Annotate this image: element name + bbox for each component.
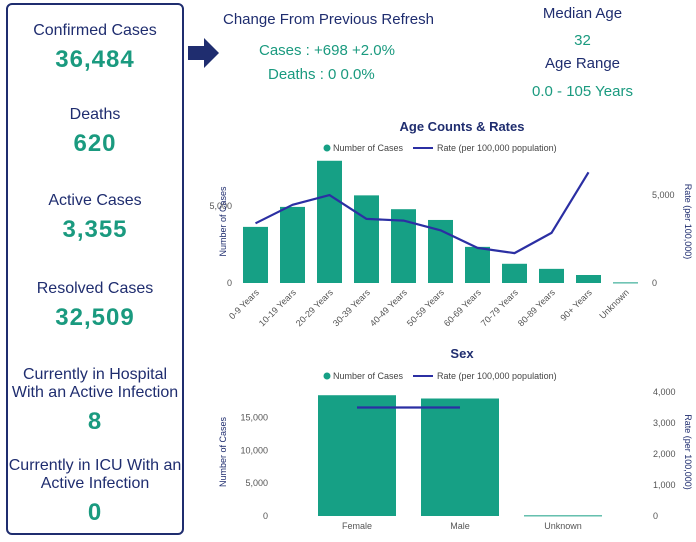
y-axis-title: Number of Cases <box>218 416 228 487</box>
x-tick-label: 0-9 Years <box>227 287 261 321</box>
bar <box>502 263 527 283</box>
change-title: Change From Previous Refresh <box>223 11 434 28</box>
y-tick-label: 5,000 <box>245 478 268 488</box>
stat-label: Confirmed Cases <box>33 22 157 39</box>
right-arrow-icon <box>188 38 219 68</box>
stat-value: 36,484 <box>55 46 135 73</box>
y-axis-title: Number of Cases <box>218 186 228 257</box>
legend-bar-marker <box>323 144 331 152</box>
change-deaths: Deaths : 0 0.0% <box>268 66 375 83</box>
x-tick-label: 40-49 Years <box>368 287 409 328</box>
bar <box>539 268 564 283</box>
y-tick-label: 5,000 <box>209 201 232 211</box>
y2-tick-label: 5,000 <box>652 190 675 200</box>
age-range-label: Age Range <box>544 55 621 72</box>
stat-active: Active Cases 3,355 <box>8 192 182 244</box>
y2-tick-label: 0 <box>652 278 657 288</box>
chart-title: Age Counts & Rates <box>400 119 525 134</box>
median-age-label: Median Age <box>542 5 623 22</box>
stat-hospital: Currently in Hospital With an Active Inf… <box>8 366 182 436</box>
y-tick-label: 10,000 <box>240 445 268 455</box>
x-tick-label: 30-39 Years <box>331 287 372 328</box>
x-tick-label: 60-69 Years <box>442 287 483 328</box>
y-tick-label: 15,000 <box>240 413 268 423</box>
legend-bar-label: Number of Cases <box>333 371 404 381</box>
bar <box>243 226 268 283</box>
rate-line <box>255 171 590 255</box>
y2-axis-title: Rate (per 100,000) <box>683 414 693 490</box>
stat-value: 0 <box>87 499 103 526</box>
stat-label: Currently in Hospital With an Active Inf… <box>11 366 179 401</box>
stat-value: 3,355 <box>62 216 128 243</box>
stat-label: Resolved Cases <box>36 280 154 297</box>
bar <box>524 515 602 517</box>
bar <box>421 398 499 516</box>
bar <box>465 246 490 283</box>
x-tick-label: Female <box>342 521 372 531</box>
x-tick-label: 20-29 Years <box>294 287 335 328</box>
stat-value: 620 <box>73 130 117 157</box>
y2-tick-label: 4,000 <box>653 387 676 397</box>
median-age-value: 32 <box>574 32 591 49</box>
summary-panel: Confirmed Cases 36,484 Deaths 620 Active… <box>6 3 184 535</box>
bar <box>317 160 342 283</box>
x-tick-label: 50-59 Years <box>405 287 446 328</box>
stat-resolved: Resolved Cases 32,509 <box>8 280 182 332</box>
bar <box>354 195 379 283</box>
stat-value: 8 <box>87 408 103 435</box>
legend-bar-marker <box>323 372 331 380</box>
x-tick-label: 10-19 Years <box>257 287 298 328</box>
legend-bar-label: Number of Cases <box>333 143 404 153</box>
x-tick-label: Unknown <box>544 521 582 531</box>
y2-tick-label: 2,000 <box>653 449 676 459</box>
bar <box>318 395 396 516</box>
y-tick-label: 0 <box>263 511 268 521</box>
stat-label: Active Cases <box>48 192 142 209</box>
y2-axis-title: Rate (per 100,000) <box>683 184 693 260</box>
x-tick-label: 70-79 Years <box>479 287 520 328</box>
stat-deaths: Deaths 620 <box>8 106 182 158</box>
x-tick-label: Male <box>450 521 470 531</box>
change-cases: Cases : +698 +2.0% <box>259 42 395 59</box>
x-tick-label: 80-89 Years <box>516 287 557 328</box>
y2-tick-label: 0 <box>653 511 658 521</box>
bar <box>576 275 601 283</box>
bar <box>613 282 638 284</box>
y2-tick-label: 3,000 <box>653 418 676 428</box>
legend-line-label: Rate (per 100,000 population) <box>437 143 557 153</box>
stat-icu: Currently in ICU With an Active Infectio… <box>8 457 182 527</box>
chart-title: Sex <box>450 346 474 361</box>
stat-confirmed: Confirmed Cases 36,484 <box>8 22 182 74</box>
legend-line-label: Rate (per 100,000 population) <box>437 371 557 381</box>
stat-label: Currently in ICU With an Active Infectio… <box>8 457 182 492</box>
x-tick-label: Unknown <box>597 287 631 321</box>
age-range-value: 0.0 - 105 Years <box>532 83 633 100</box>
x-tick-label: 90+ Years <box>558 287 594 323</box>
bar <box>280 206 305 283</box>
y2-tick-label: 1,000 <box>653 480 676 490</box>
y-tick-label: 0 <box>227 278 232 288</box>
stat-value: 32,509 <box>55 304 135 331</box>
stat-label: Deaths <box>69 106 121 123</box>
